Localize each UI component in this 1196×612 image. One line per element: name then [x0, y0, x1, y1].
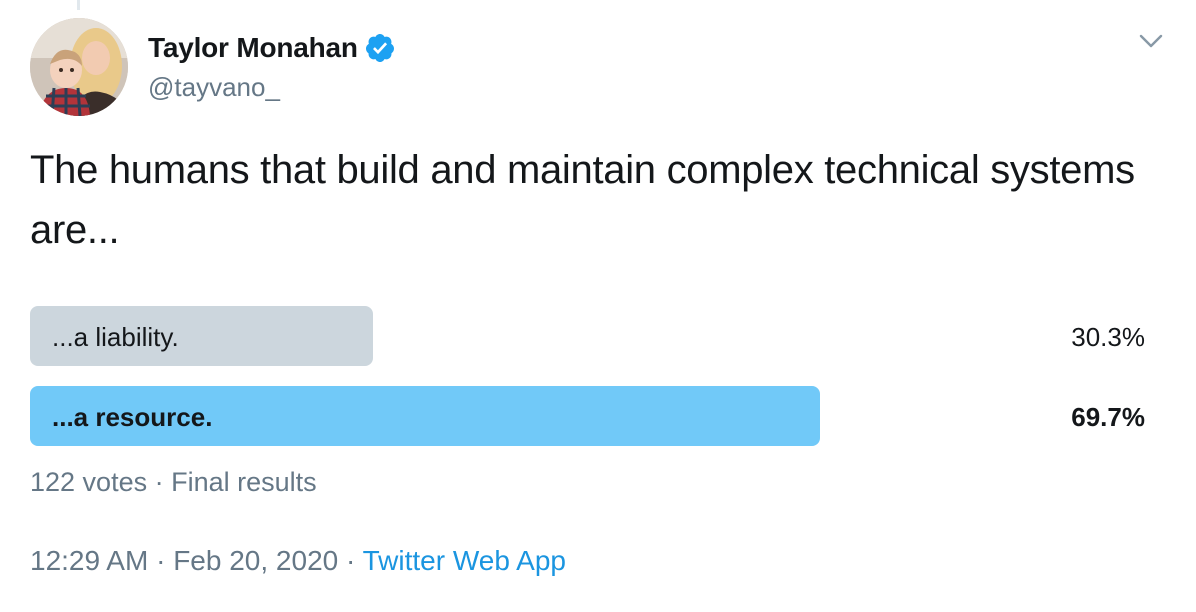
poll-option-label: ...a liability. — [52, 322, 179, 352]
poll-option-percent: 69.7% — [1071, 402, 1145, 432]
tweet-time[interactable]: 12:29 AM — [30, 545, 149, 576]
timestamp-separator: · — [346, 545, 356, 576]
poll-bar-liability — [30, 306, 373, 366]
author-display-name[interactable]: Taylor Monahan — [148, 32, 358, 63]
avatar-photo — [30, 18, 128, 116]
poll-meta-separator: · — [154, 467, 164, 497]
avatar[interactable] — [30, 18, 128, 116]
verified-badge-icon — [364, 32, 396, 64]
poll-meta: 122 votes · Final results — [30, 467, 317, 498]
tweet-source-link[interactable]: Twitter Web App — [362, 545, 566, 576]
author-name-row: Taylor Monahan — [148, 30, 396, 66]
poll-option-label: ...a resource. — [52, 402, 213, 432]
tweet-text: The humans that build and maintain compl… — [30, 148, 1135, 252]
author-handle[interactable]: @tayvano_ — [148, 72, 280, 102]
poll-bar-resource — [30, 386, 820, 446]
poll-vote-count: 122 votes — [30, 467, 148, 497]
poll-option-resource: ...a resource. 69.7% — [30, 386, 1145, 446]
poll-option-percent: 30.3% — [1071, 322, 1145, 352]
poll-option-liability: ...a liability. 30.3% — [30, 306, 1145, 366]
tweet-date[interactable]: Feb 20, 2020 — [173, 545, 339, 576]
tweet-timestamp-row: 12:29 AM · Feb 20, 2020 · Twitter Web Ap… — [30, 545, 566, 577]
thread-connector-line — [77, 0, 80, 10]
chevron-down-icon[interactable] — [1137, 30, 1165, 52]
poll-status: Final results — [171, 467, 317, 497]
timestamp-separator: · — [156, 545, 166, 576]
